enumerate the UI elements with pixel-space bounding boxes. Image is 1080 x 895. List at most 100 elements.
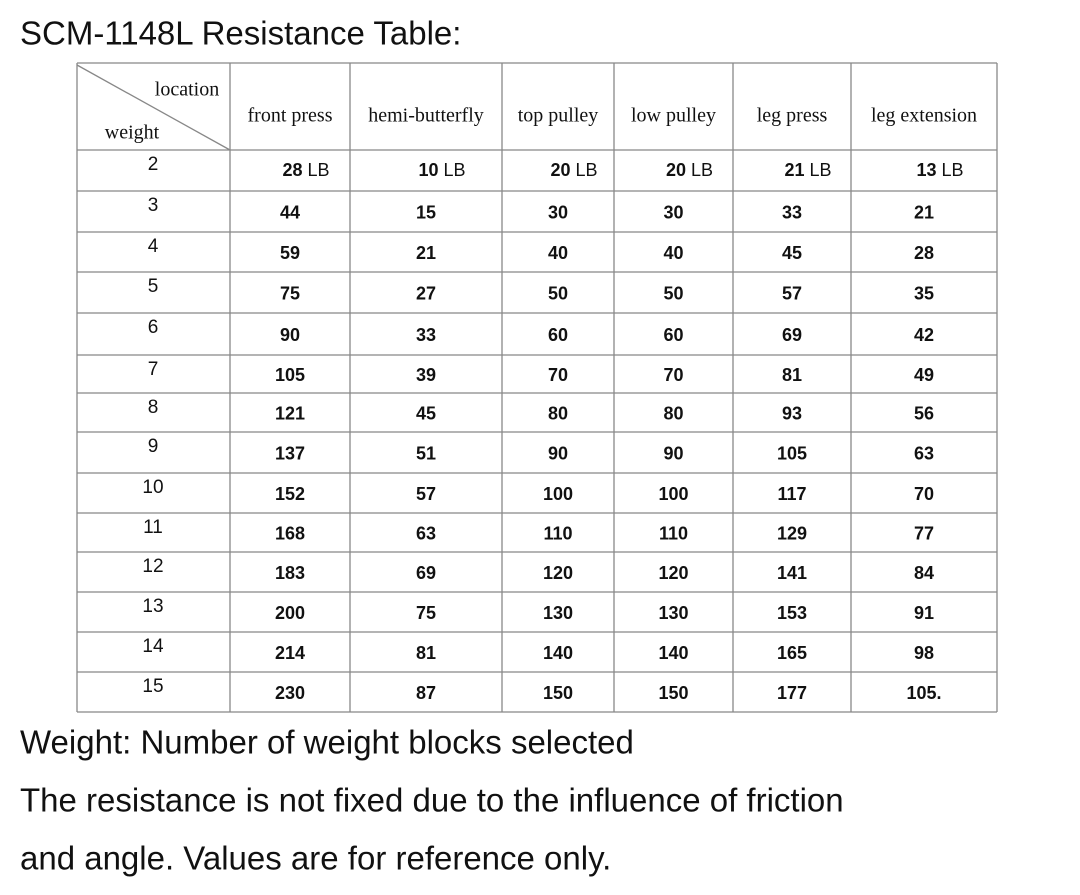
cell: 70 bbox=[914, 484, 934, 504]
cell: 100 bbox=[543, 484, 573, 504]
cell: 10 LB bbox=[418, 160, 465, 180]
cell: 87 bbox=[416, 683, 436, 703]
cell: 45 bbox=[416, 403, 436, 423]
cell: 230 bbox=[275, 683, 305, 703]
weight-label: 13 bbox=[142, 596, 163, 617]
cell: 117 bbox=[777, 484, 806, 504]
cell: 15 bbox=[416, 202, 436, 222]
cell: 153 bbox=[777, 603, 807, 623]
cell: 150 bbox=[658, 683, 688, 703]
cell: 30 bbox=[663, 202, 683, 222]
note-line: and angle. Values are for reference only… bbox=[20, 840, 611, 877]
cell: 121 bbox=[275, 403, 305, 423]
cell: 51 bbox=[416, 443, 436, 463]
column-header: leg extension bbox=[871, 105, 977, 127]
cell-value: 13 bbox=[916, 160, 936, 180]
note-line: The resistance is not fixed due to the i… bbox=[20, 782, 844, 819]
cell: 50 bbox=[548, 283, 568, 303]
cell: 105. bbox=[906, 683, 941, 703]
cell: 60 bbox=[548, 325, 568, 345]
cell-unit: LB bbox=[308, 160, 330, 180]
cell-value: 10 bbox=[418, 160, 438, 180]
cell: 33 bbox=[416, 325, 436, 345]
cell: 150 bbox=[543, 683, 573, 703]
cell: 60 bbox=[663, 325, 683, 345]
column-header: leg press bbox=[757, 105, 828, 127]
cell: 93 bbox=[782, 403, 802, 423]
cell: 130 bbox=[543, 603, 573, 623]
cell: 45 bbox=[782, 243, 802, 263]
cell: 165 bbox=[777, 643, 807, 663]
weight-label: 6 bbox=[148, 317, 159, 338]
cell: 13 LB bbox=[916, 160, 963, 180]
cell: 91 bbox=[914, 603, 934, 623]
corner-diagonal bbox=[76, 64, 231, 151]
cell: 39 bbox=[416, 365, 436, 385]
cell: 57 bbox=[782, 283, 802, 303]
cell: 57 bbox=[416, 484, 436, 504]
cell: 56 bbox=[914, 403, 934, 423]
weight-label: 15 bbox=[142, 676, 163, 697]
weight-label: 2 bbox=[148, 154, 159, 175]
cell: 75 bbox=[280, 283, 300, 303]
cell: 44 bbox=[280, 202, 300, 222]
cell-value: 20 bbox=[666, 160, 686, 180]
cell: 35 bbox=[914, 283, 934, 303]
cell: 21 bbox=[416, 243, 436, 263]
cell: 28 LB bbox=[282, 160, 329, 180]
weight-label: 12 bbox=[142, 556, 163, 577]
column-header: low pulley bbox=[631, 105, 716, 127]
cell: 168 bbox=[275, 523, 305, 543]
cell: 59 bbox=[280, 243, 300, 263]
cell: 81 bbox=[416, 643, 436, 663]
cell: 137 bbox=[275, 443, 305, 463]
cell: 90 bbox=[548, 443, 568, 463]
cell-unit: LB bbox=[691, 160, 713, 180]
cell: 20 LB bbox=[666, 160, 713, 180]
note-line: Weight: Number of weight blocks selected bbox=[20, 724, 634, 761]
cell: 120 bbox=[658, 563, 688, 583]
cell: 100 bbox=[658, 484, 688, 504]
corner-column-label: location bbox=[155, 79, 219, 101]
cell-value: 20 bbox=[550, 160, 570, 180]
cell: 81 bbox=[782, 365, 802, 385]
cell: 84 bbox=[914, 563, 934, 583]
cell: 141 bbox=[777, 563, 807, 583]
cell: 42 bbox=[914, 325, 934, 345]
cell: 21 LB bbox=[784, 160, 831, 180]
cell: 98 bbox=[914, 643, 934, 663]
weight-label: 10 bbox=[142, 477, 163, 498]
cell: 30 bbox=[548, 202, 568, 222]
weight-label: 8 bbox=[148, 397, 159, 418]
cell: 40 bbox=[548, 243, 568, 263]
weight-label: 14 bbox=[142, 636, 164, 657]
cell: 120 bbox=[543, 563, 573, 583]
weight-label: 4 bbox=[148, 236, 159, 257]
cell: 50 bbox=[663, 283, 683, 303]
cell: 140 bbox=[658, 643, 688, 663]
cell: 21 bbox=[914, 202, 934, 222]
weight-label: 9 bbox=[148, 436, 159, 457]
weight-label: 5 bbox=[148, 276, 159, 297]
cell: 80 bbox=[548, 403, 568, 423]
cell: 105 bbox=[275, 365, 305, 385]
cell: 152 bbox=[275, 484, 305, 504]
weight-label: 7 bbox=[148, 359, 159, 380]
weight-label: 11 bbox=[143, 517, 163, 538]
cell: 129 bbox=[777, 523, 807, 543]
cell: 183 bbox=[275, 563, 305, 583]
column-header: top pulley bbox=[518, 105, 599, 127]
cell: 27 bbox=[416, 283, 436, 303]
cell: 110 bbox=[543, 523, 572, 543]
cell: 63 bbox=[416, 523, 436, 543]
cell: 177 bbox=[777, 683, 807, 703]
cell-value: 21 bbox=[784, 160, 804, 180]
corner-row-label: weight bbox=[105, 122, 160, 144]
cell-unit: LB bbox=[942, 160, 964, 180]
cell: 77 bbox=[914, 523, 934, 543]
cell: 200 bbox=[275, 603, 305, 623]
cell: 105 bbox=[777, 443, 807, 463]
cell: 28 bbox=[914, 243, 934, 263]
cell: 70 bbox=[663, 365, 683, 385]
